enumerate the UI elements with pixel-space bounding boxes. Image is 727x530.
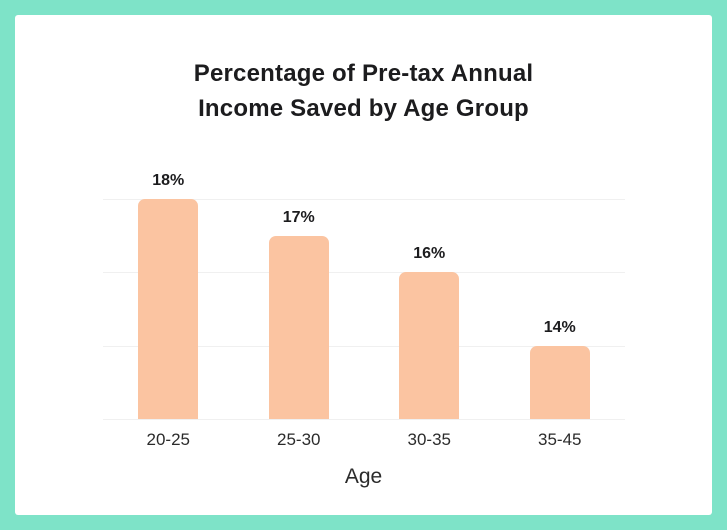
bar-value-label: 18% bbox=[152, 172, 185, 189]
x-axis-title: Age bbox=[344, 465, 383, 488]
bar-value-label: 14% bbox=[543, 318, 576, 336]
gridline bbox=[103, 345, 625, 347]
bar-group: 18% 20-25 bbox=[103, 173, 234, 448]
bar bbox=[138, 199, 199, 419]
bar-value-label: 17% bbox=[282, 208, 315, 226]
bar-group: 14% 35-45 bbox=[495, 199, 626, 448]
plot-area: 18% 20-25 17% 25-30 16% 30-35 14% 35-45 bbox=[103, 173, 626, 448]
gridline bbox=[103, 419, 625, 420]
bar bbox=[399, 272, 460, 419]
chart-card: Percentage of Pre-tax Annual Income Save… bbox=[15, 15, 712, 515]
bar bbox=[268, 235, 329, 419]
x-tick-label: 20-25 bbox=[146, 430, 190, 449]
chart-title: Percentage of Pre-tax Annual Income Save… bbox=[15, 56, 712, 126]
bar bbox=[529, 345, 590, 419]
chart-title-line-1: Percentage of Pre-tax Annual bbox=[193, 60, 534, 87]
bar-group: 17% 25-30 bbox=[234, 199, 365, 448]
bar-value-label: 16% bbox=[413, 245, 446, 263]
gridline bbox=[103, 272, 625, 274]
x-tick-label: 30-35 bbox=[407, 430, 451, 449]
gridline bbox=[103, 199, 625, 200]
x-tick-label: 25-30 bbox=[277, 430, 321, 449]
x-tick-label: 35-45 bbox=[538, 430, 582, 449]
bar-group: 16% 30-35 bbox=[364, 199, 495, 448]
chart-title-line-2: Income Saved by Age Group bbox=[198, 95, 529, 122]
